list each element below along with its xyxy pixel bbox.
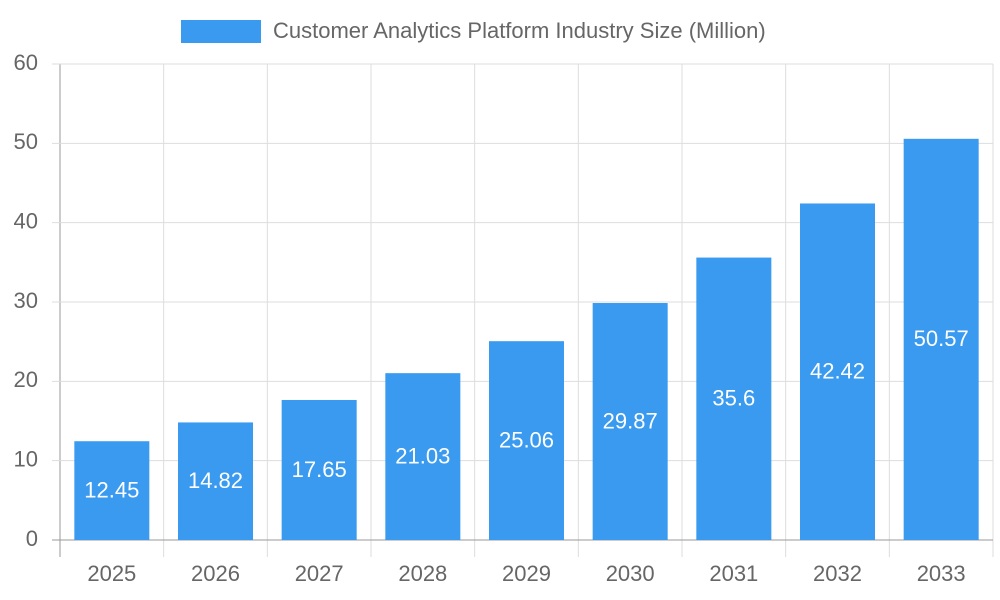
value-label: 29.87 — [603, 408, 658, 433]
y-tick-label: 10 — [14, 446, 38, 471]
x-tick-label: 2032 — [813, 561, 862, 586]
bar — [74, 441, 150, 540]
x-tick-label: 2028 — [398, 561, 447, 586]
value-label: 25.06 — [499, 427, 554, 452]
value-label: 14.82 — [188, 468, 243, 493]
y-tick-label: 20 — [14, 367, 38, 392]
bar — [385, 373, 461, 540]
legend-label: Customer Analytics Platform Industry Siz… — [273, 18, 766, 43]
value-label: 17.65 — [292, 457, 347, 482]
y-tick-label: 30 — [14, 288, 38, 313]
x-tick-label: 2029 — [502, 561, 551, 586]
legend-swatch — [181, 20, 261, 43]
value-label: 50.57 — [914, 326, 969, 351]
bar — [592, 303, 668, 540]
y-tick-label: 40 — [14, 208, 38, 233]
bar — [489, 341, 564, 540]
x-tick-label: 2033 — [917, 561, 966, 586]
bar — [903, 138, 979, 540]
y-tick-label: 60 — [14, 50, 38, 75]
bar — [696, 257, 772, 540]
value-label: 35.6 — [712, 386, 755, 411]
y-tick-label: 0 — [26, 526, 38, 551]
x-tick-label: 2025 — [87, 561, 136, 586]
bar — [178, 422, 253, 540]
x-tick-label: 2030 — [606, 561, 655, 586]
bar — [800, 203, 875, 540]
x-tick-label: 2026 — [191, 561, 240, 586]
y-tick-label: 50 — [14, 129, 38, 154]
x-tick-label: 2027 — [295, 561, 344, 586]
bar — [281, 399, 357, 540]
value-label: 21.03 — [395, 443, 450, 468]
value-label: 42.42 — [810, 359, 865, 384]
x-tick-label: 2031 — [709, 561, 758, 586]
value-label: 12.45 — [84, 477, 139, 502]
